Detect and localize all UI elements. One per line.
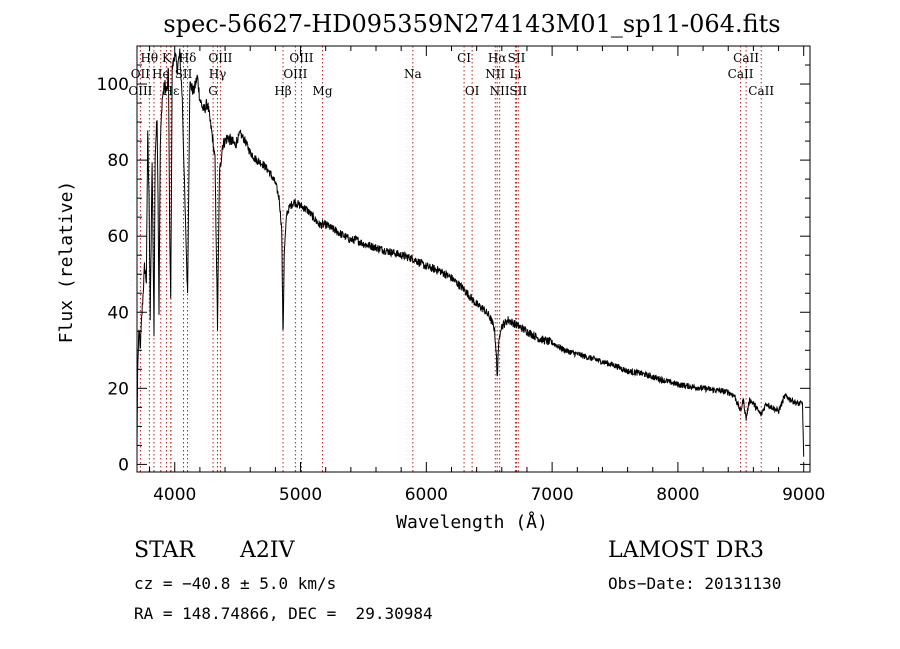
spectral-line-label: K — [162, 51, 172, 65]
spectral-line-label: OIII — [208, 51, 232, 65]
spectral-line-label: Na — [404, 67, 422, 81]
spectral-line-label: OIII — [128, 84, 152, 98]
redshift-text: cz = −40.8 ± 5.0 km/s — [134, 574, 337, 593]
spectral-line-label: OI — [465, 84, 480, 98]
x-tick-label: 7000 — [530, 485, 573, 505]
x-tick-label: 9000 — [782, 485, 825, 505]
spectral-line-label: OIII — [289, 51, 313, 65]
survey-name: LAMOST DR3 — [608, 538, 764, 563]
spectral-line-label: CaII — [748, 84, 774, 98]
spectral-line-label: NII — [490, 84, 510, 98]
line-markers — [139, 46, 762, 472]
y-tick-label: 100 — [97, 75, 129, 95]
spectral-line-label: SII — [508, 51, 526, 65]
obs-date: Obs−Date: 20131130 — [608, 574, 782, 593]
y-tick-label: 60 — [107, 227, 129, 247]
chart-title: spec-56627-HD095359N274143M01_sp11-064.f… — [163, 10, 780, 38]
y-axis-label: Flux (relative) — [56, 181, 77, 344]
y-tick-label: 0 — [118, 455, 129, 475]
spectral-line-label: Mg — [313, 84, 333, 98]
spectral-line-label: Hθ — [140, 51, 158, 65]
spectral-line-label: SII — [175, 67, 193, 81]
spectrum-series — [136, 48, 805, 457]
y-tick-label: 40 — [107, 303, 129, 323]
spectral-line-label: OIII — [283, 67, 307, 81]
coordinates: RA = 148.74866, DEC = 29.30984 — [134, 604, 433, 623]
spectral-line-label: CaII — [728, 67, 754, 81]
spectral-line-label: SII — [509, 84, 527, 98]
spectral-line-label: Hδ — [179, 51, 197, 65]
y-tick-label: 80 — [107, 151, 129, 171]
plot-frame — [136, 45, 811, 473]
spectral-line-label: He — [152, 67, 170, 81]
y-tick-label: 20 — [107, 379, 129, 399]
x-tick-label: 4000 — [153, 485, 196, 505]
spectral-line-label: NII — [485, 67, 505, 81]
spectral-line-label: Hα — [488, 51, 507, 65]
x-tick-label: 5000 — [279, 485, 322, 505]
spectral-line-label: Hγ — [209, 67, 227, 81]
x-axis-label: Wavelength (Å) — [396, 511, 548, 533]
spectral-line-label: OII — [131, 67, 151, 81]
object-subclass: A2IV — [240, 538, 295, 563]
spectral-line-label: Li — [509, 67, 521, 81]
x-axis-ticks: 4000 5000 6000 7000 8000 9000 — [149, 46, 825, 505]
x-tick-label: 8000 — [656, 485, 699, 505]
y-axis-ticks: 0 20 40 60 80 100 — [97, 45, 810, 475]
x-tick-label: 6000 — [405, 485, 448, 505]
object-type: STAR — [134, 538, 195, 563]
spectral-line-label: CI — [457, 51, 471, 65]
spectral-line-label: CaII — [733, 51, 759, 65]
spectral-line-label: Hβ — [274, 84, 291, 98]
spectral-line-label: G — [208, 84, 218, 98]
